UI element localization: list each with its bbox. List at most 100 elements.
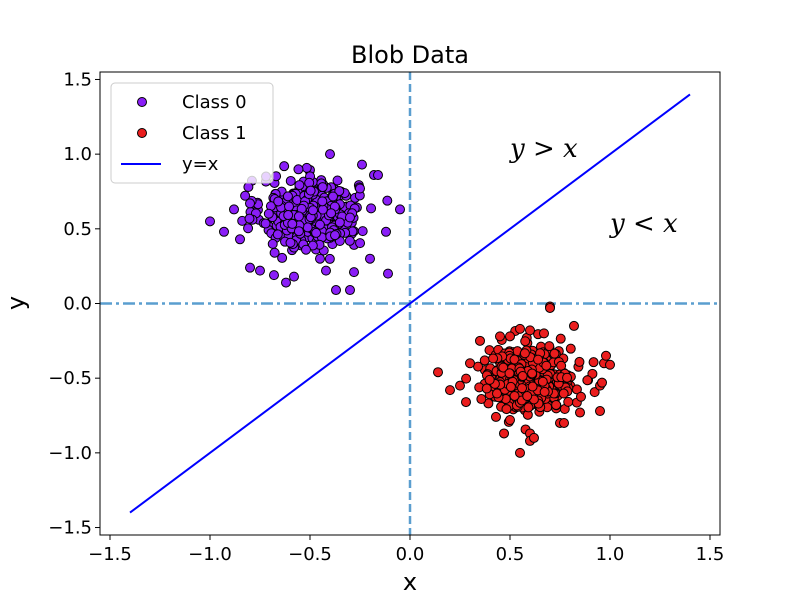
class-0-point <box>240 190 251 201</box>
class-1-point <box>481 383 492 394</box>
plot-content <box>100 72 720 535</box>
class-0-point <box>269 247 280 258</box>
class-1-point <box>601 350 611 361</box>
class-0-point <box>263 208 274 219</box>
class-0-point <box>317 204 328 215</box>
class-1-point <box>539 386 550 397</box>
class-1-point <box>495 331 505 342</box>
y-tick-label: −1.0 <box>48 443 92 464</box>
class-0-point <box>366 203 377 214</box>
class-1-point <box>488 353 499 364</box>
legend-label: Class 1 <box>182 123 247 144</box>
class-1-point <box>465 358 475 369</box>
y-tick-label: −0.5 <box>48 368 92 389</box>
class-1-point <box>504 368 515 379</box>
class-1-point <box>582 375 593 386</box>
class-0-point <box>383 268 393 279</box>
class-1-point <box>527 368 538 379</box>
class-0-point <box>311 227 322 238</box>
class-1-point <box>589 387 600 398</box>
class-1-point <box>479 355 490 366</box>
chart-title: Blob Data <box>351 41 469 69</box>
class-0-point <box>349 267 359 278</box>
class-0-point <box>285 237 296 248</box>
class-0-point <box>328 191 339 202</box>
class-1-point <box>569 320 579 331</box>
class-1-point <box>605 359 615 370</box>
y-tick-label: −1.5 <box>48 518 92 539</box>
class-1-point <box>455 380 465 391</box>
class-0-point <box>365 253 375 264</box>
class-0-point <box>315 253 325 264</box>
class-0-point <box>382 195 393 206</box>
class-0-point <box>357 159 367 170</box>
class-0-point <box>355 238 366 249</box>
x-tick-label: −1.5 <box>88 544 132 565</box>
class-0-point <box>293 164 304 175</box>
class-0-point <box>345 285 355 296</box>
class-1-point <box>563 396 574 407</box>
x-tick-label: 1.0 <box>596 544 625 565</box>
class-0-point <box>294 180 305 191</box>
class-1-point <box>537 376 548 387</box>
legend: Class 0 Class 1 y=x <box>110 82 274 184</box>
class-1-point <box>509 354 520 365</box>
y-tick-label: 1.0 <box>63 144 92 165</box>
class-0-point <box>373 170 383 181</box>
class-0-point <box>243 182 254 193</box>
class-1-point <box>539 328 549 339</box>
class-1-point <box>545 302 555 313</box>
class-0-point <box>344 212 355 223</box>
class-1-point <box>484 374 495 385</box>
class-1-point <box>515 323 525 334</box>
class-1-point <box>541 360 552 371</box>
class-0-point <box>332 175 343 186</box>
class-0-point <box>331 285 341 296</box>
class-0-point <box>282 191 293 202</box>
class-1-point <box>505 381 516 392</box>
legend-box <box>110 82 274 184</box>
class-0-point <box>395 204 405 215</box>
class-1-point <box>505 414 515 425</box>
class-0-point <box>355 183 365 194</box>
class-1-points <box>433 301 615 458</box>
class-0-point <box>273 196 284 207</box>
class-1-point <box>555 333 566 344</box>
class-0-point <box>281 277 291 288</box>
class-1-point <box>501 404 512 415</box>
class-0-point <box>301 162 312 173</box>
class-0-point <box>235 234 245 245</box>
class-1-point <box>499 428 509 439</box>
x-tick-label: −1.0 <box>188 544 232 565</box>
class-0-point <box>317 182 328 193</box>
class-0-point <box>229 204 239 215</box>
class-1-point <box>533 354 544 365</box>
class-1-point <box>558 388 569 399</box>
y-tick-label: 0.5 <box>63 219 92 240</box>
identity-line <box>129 93 691 514</box>
class-0-point <box>219 226 229 237</box>
class-0-point <box>329 230 340 241</box>
class-1-point <box>520 336 531 347</box>
class-0-point <box>289 271 299 282</box>
class-1-point <box>515 447 525 458</box>
class-1-point <box>565 343 576 354</box>
legend-marker-class-1 <box>137 128 147 138</box>
class-1-point <box>549 348 560 359</box>
class-0-point <box>324 253 335 264</box>
class-0-points <box>205 149 405 296</box>
class-1-point <box>562 372 573 383</box>
class-1-point <box>483 398 494 409</box>
y-tick-label: 1.5 <box>63 69 92 90</box>
class-1-point <box>509 390 520 401</box>
class-0-point <box>334 186 345 197</box>
plot-area <box>100 72 720 535</box>
class-1-point <box>522 391 533 402</box>
class-0-point <box>381 226 391 237</box>
class-1-point <box>517 371 528 382</box>
class-1-point <box>595 406 605 417</box>
x-tick-label: −0.5 <box>288 544 332 565</box>
x-axis-label: x <box>403 568 417 596</box>
class-0-point <box>321 265 331 276</box>
